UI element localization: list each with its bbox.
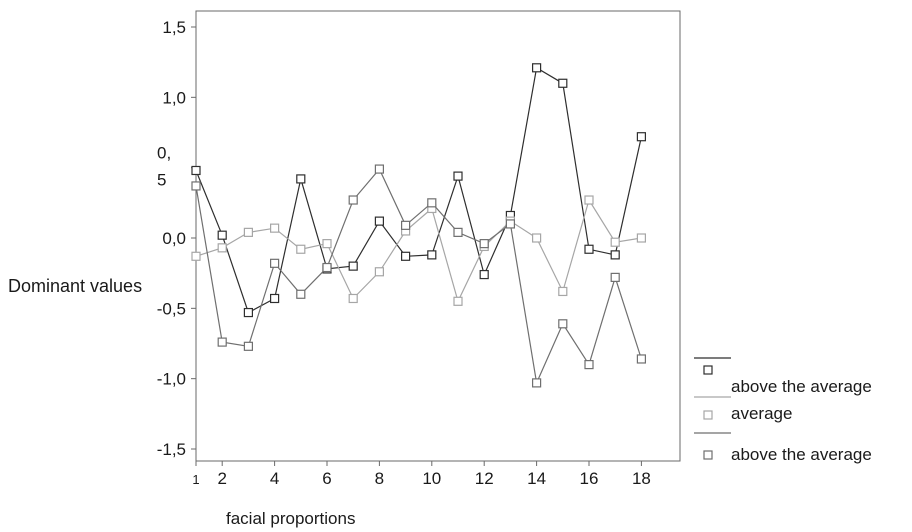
- data-point: [296, 244, 306, 254]
- data-point: [479, 239, 489, 249]
- data-point: [270, 258, 280, 268]
- x-tick-label: 4: [270, 469, 279, 488]
- data-point: [191, 251, 201, 261]
- x-tick-label: 16: [580, 469, 599, 488]
- data-point: [270, 223, 280, 233]
- data-point: [296, 174, 306, 184]
- data-point: [243, 227, 253, 237]
- plot-area: [195, 10, 681, 462]
- y-tick-label: 0, 5: [157, 144, 171, 190]
- x-tick-label: 12: [475, 469, 494, 488]
- data-point: [427, 250, 437, 260]
- series-2: [191, 195, 647, 306]
- legend: above the average average above the averag…: [694, 357, 872, 464]
- series-line: [195, 167, 642, 385]
- data-point: [374, 267, 384, 277]
- x-tick-label: 14: [527, 469, 546, 488]
- data-point: [243, 307, 253, 318]
- legend-marker: [703, 410, 713, 420]
- series-1: [191, 63, 647, 318]
- data-point: [505, 219, 515, 229]
- data-point: [243, 341, 253, 351]
- data-point: [531, 378, 542, 388]
- data-point: [374, 216, 384, 226]
- data-point: [636, 132, 647, 142]
- x-axis-label: facial proportions: [226, 509, 355, 528]
- data-point: [401, 220, 411, 230]
- y-axis-label: Dominant values: [8, 276, 142, 296]
- x-tick-label: 2: [217, 469, 226, 488]
- data-point: [531, 63, 542, 73]
- x-tick-label: 8: [375, 469, 384, 488]
- x-tick-label: 10: [422, 469, 441, 488]
- data-point: [636, 354, 647, 364]
- data-point: [270, 293, 280, 304]
- data-point: [191, 165, 201, 176]
- data-point: [427, 198, 437, 208]
- legend-label: above the average: [731, 445, 872, 464]
- y-tick-label: -0,5: [157, 299, 186, 318]
- data-point: [322, 262, 332, 273]
- y-tick-label: 1,0: [162, 88, 186, 107]
- data-point: [558, 319, 568, 329]
- legend-label: above the average: [731, 377, 872, 396]
- y-tick-label: -1,0: [157, 370, 186, 389]
- data-point: [453, 171, 463, 181]
- y-tick-label: -1,5: [157, 440, 186, 459]
- x-tick-label: 1: [192, 472, 199, 487]
- data-point: [479, 269, 489, 280]
- legend-marker: [703, 365, 713, 375]
- series-3: [191, 164, 647, 388]
- legend-entry: average: [694, 396, 792, 423]
- legend-entry: above the average: [694, 357, 872, 396]
- y-tick-label: 1,5: [162, 18, 186, 37]
- data-point: [217, 337, 227, 347]
- data-point: [401, 251, 411, 261]
- legend-entry: above the average: [694, 432, 872, 464]
- series-line: [195, 198, 642, 303]
- data-point: [636, 233, 647, 243]
- data-point: [453, 227, 463, 237]
- data-point: [453, 296, 463, 306]
- data-point: [217, 243, 227, 253]
- data-point: [584, 195, 594, 205]
- data-point: [610, 237, 620, 247]
- data-point: [584, 360, 594, 370]
- series-group: [191, 63, 647, 388]
- legend-label: average: [731, 404, 792, 423]
- y-axis-ticks: 1,5 1,0 0, 5 0,0 -0,5 -1,0 -1,5: [157, 18, 196, 459]
- data-point: [584, 244, 594, 254]
- legend-marker: [703, 450, 713, 460]
- data-point: [322, 239, 332, 249]
- data-point: [558, 286, 568, 297]
- x-tick-label: 18: [632, 469, 651, 488]
- data-point: [348, 293, 358, 304]
- series-line: [195, 66, 642, 314]
- y-tick-label: 0,0: [162, 229, 186, 248]
- data-point: [610, 272, 620, 282]
- data-point: [348, 195, 358, 205]
- x-axis-ticks: 1 2 4 6 8 10 12 14 16 18: [192, 461, 651, 488]
- data-point: [374, 164, 384, 174]
- data-point: [296, 289, 306, 299]
- data-point: [558, 78, 568, 88]
- data-point: [531, 233, 542, 243]
- x-tick-label: 6: [322, 469, 331, 488]
- data-point: [610, 250, 620, 260]
- data-point: [191, 181, 201, 191]
- data-point: [348, 261, 358, 271]
- data-point: [217, 230, 227, 240]
